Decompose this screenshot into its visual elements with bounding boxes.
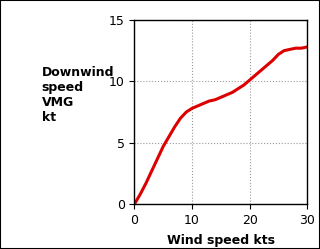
Text: Downwind
speed
VMG
kt: Downwind speed VMG kt [42, 66, 114, 124]
X-axis label: Wind speed kts: Wind speed kts [167, 234, 275, 247]
